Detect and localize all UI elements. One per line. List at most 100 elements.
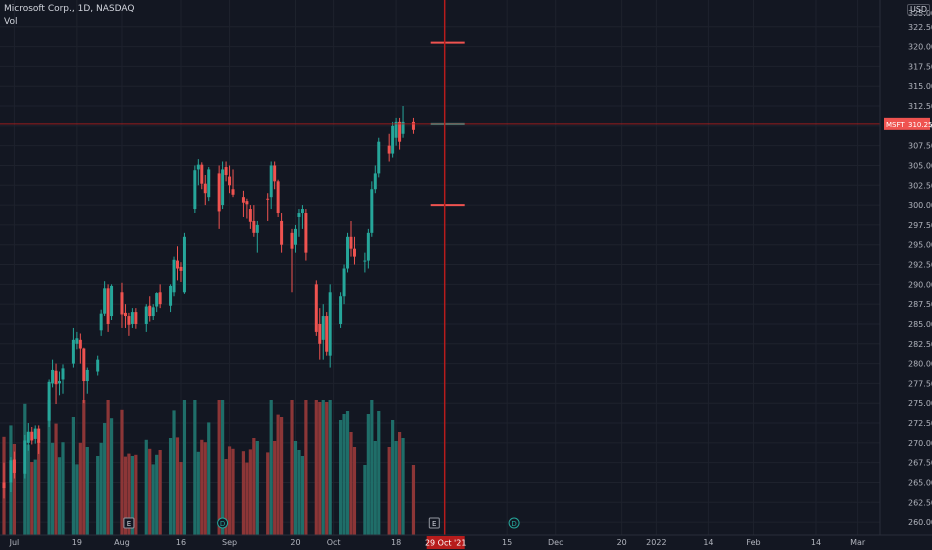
volume-bar — [127, 453, 131, 535]
candle-body — [273, 165, 277, 182]
earnings-icon[interactable] — [428, 517, 440, 529]
candle-body — [248, 209, 252, 222]
volume-bar — [182, 400, 187, 535]
candle-body — [245, 201, 249, 205]
price-tick-label: 272.50 — [908, 419, 932, 428]
candle-body — [297, 213, 301, 217]
time-tick-label: 14 — [703, 538, 713, 547]
volume-bar — [252, 438, 256, 535]
volume-bar — [207, 422, 211, 535]
price-tick-label: 300.00 — [908, 201, 932, 210]
volume-bar — [151, 464, 155, 535]
volume-bar — [248, 449, 252, 535]
volume-bar — [12, 444, 17, 535]
volume-bar — [224, 459, 228, 535]
candle-body — [252, 220, 256, 233]
price-tick-label: 287.50 — [908, 300, 932, 309]
volume-bars — [2, 400, 416, 535]
time-tick-label: Aug — [114, 538, 130, 547]
price-tick-label: 282.50 — [908, 340, 932, 349]
candle-body — [266, 198, 270, 200]
currency-badge[interactable]: USD — [907, 4, 931, 15]
candle-body — [169, 285, 173, 306]
volume-bar — [377, 411, 381, 535]
candle-body — [134, 312, 138, 324]
volume-bar — [30, 462, 34, 535]
symbol-legend[interactable]: Microsoft Corp., 1D, NASDAQ — [4, 4, 135, 14]
volume-bar — [293, 441, 298, 535]
volume-bar — [280, 417, 284, 535]
event-label: E — [432, 520, 436, 528]
candle-body — [276, 181, 280, 214]
volume-bar — [217, 400, 221, 535]
volume-bar — [349, 432, 353, 535]
volume-bar — [158, 450, 162, 535]
candle-body — [144, 306, 148, 324]
volume-bar — [26, 444, 30, 535]
candle-body — [411, 121, 415, 130]
volume-legend[interactable]: Vol — [4, 17, 18, 27]
candle-body — [217, 173, 221, 212]
price-axis[interactable]: 260.00 262.50 265.00 267.50 270.00 272.50 275.… — [879, 0, 932, 535]
candle-body — [203, 183, 207, 194]
candle-body — [280, 220, 284, 245]
volume-bar — [61, 442, 65, 535]
candle-body — [193, 170, 197, 210]
candle-body — [391, 125, 395, 154]
time-tick-label: Jul — [9, 538, 20, 547]
volume-bar — [148, 448, 152, 535]
volume-bar — [300, 456, 305, 535]
candle-body — [346, 236, 350, 269]
volume-bar — [196, 451, 200, 535]
candle-body — [172, 259, 176, 293]
earnings-icon[interactable] — [123, 517, 135, 529]
price-tick-label: 267.50 — [908, 459, 932, 468]
time-tick-label: 20 — [290, 538, 300, 547]
time-tick-label: 14 — [811, 538, 821, 547]
volume-bar — [387, 447, 391, 535]
crosshair-date-label: 29 Oct '21 — [425, 539, 466, 548]
volume-bar — [99, 442, 103, 535]
volume-bar — [71, 417, 75, 535]
price-tag-value: 310.25 — [908, 121, 932, 129]
candle-body — [228, 176, 232, 186]
time-tick-label: Feb — [746, 538, 760, 547]
time-tick-label: Oct — [327, 538, 341, 547]
volume-bar — [318, 402, 322, 535]
volume-bar — [328, 400, 332, 535]
volume-bar — [57, 457, 62, 535]
candle-body — [224, 167, 228, 175]
volume-bar — [352, 447, 357, 535]
candle-body — [151, 307, 155, 317]
candle-body — [377, 141, 381, 174]
volume-bar — [269, 400, 273, 535]
candlesticks — [2, 106, 415, 499]
candle-body — [78, 339, 82, 349]
crosshair-date-tag — [426, 536, 465, 549]
volume-bar — [397, 432, 402, 535]
candle-body — [120, 292, 124, 315]
dividend-icon[interactable] — [217, 517, 229, 529]
candle-body — [363, 260, 367, 262]
volume-bar — [130, 456, 134, 535]
candle-body — [179, 266, 183, 271]
dividend-icon[interactable] — [508, 517, 520, 529]
candle-body — [51, 369, 55, 384]
volume-bar — [401, 438, 405, 535]
volume-bar — [227, 446, 232, 535]
time-axis[interactable]: Jul 19 Aug 16 Sep 20 Oct 18 15 Dec 20 2022 14 Feb 14 Ma… — [0, 534, 932, 547]
candle-body — [387, 145, 391, 154]
candle-body — [373, 173, 377, 190]
candle-body — [71, 339, 75, 364]
price-tick-label: 262.50 — [908, 498, 932, 507]
volume-bar — [325, 402, 329, 535]
price-tick-label: 285.00 — [908, 320, 932, 329]
price-tick-label: 305.00 — [908, 161, 932, 170]
candle-body — [366, 232, 370, 261]
volume-bar — [273, 441, 277, 535]
event-label: E — [127, 520, 131, 528]
price-tick-label: 295.00 — [908, 241, 932, 250]
time-tick-label: 20 — [617, 538, 627, 547]
